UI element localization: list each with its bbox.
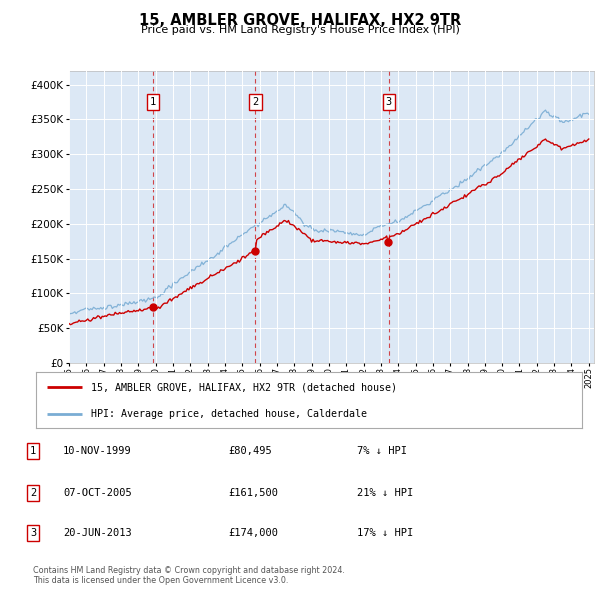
Text: 21% ↓ HPI: 21% ↓ HPI [357,488,413,497]
Text: 1: 1 [150,97,157,107]
Text: HPI: Average price, detached house, Calderdale: HPI: Average price, detached house, Cald… [91,409,367,419]
Text: £80,495: £80,495 [228,447,272,456]
Text: 20-JUN-2013: 20-JUN-2013 [63,528,132,537]
Text: 3: 3 [30,528,36,537]
Text: Price paid vs. HM Land Registry's House Price Index (HPI): Price paid vs. HM Land Registry's House … [140,25,460,35]
Text: Contains HM Land Registry data © Crown copyright and database right 2024.
This d: Contains HM Land Registry data © Crown c… [33,566,345,585]
Text: 3: 3 [386,97,392,107]
Text: 15, AMBLER GROVE, HALIFAX, HX2 9TR (detached house): 15, AMBLER GROVE, HALIFAX, HX2 9TR (deta… [91,382,397,392]
Text: 15, AMBLER GROVE, HALIFAX, HX2 9TR: 15, AMBLER GROVE, HALIFAX, HX2 9TR [139,13,461,28]
Text: 2: 2 [30,488,36,497]
Text: 2: 2 [252,97,259,107]
Text: £161,500: £161,500 [228,488,278,497]
Text: 07-OCT-2005: 07-OCT-2005 [63,488,132,497]
Text: 10-NOV-1999: 10-NOV-1999 [63,447,132,456]
Text: 1: 1 [30,447,36,456]
Text: £174,000: £174,000 [228,528,278,537]
Text: 17% ↓ HPI: 17% ↓ HPI [357,528,413,537]
Text: 7% ↓ HPI: 7% ↓ HPI [357,447,407,456]
